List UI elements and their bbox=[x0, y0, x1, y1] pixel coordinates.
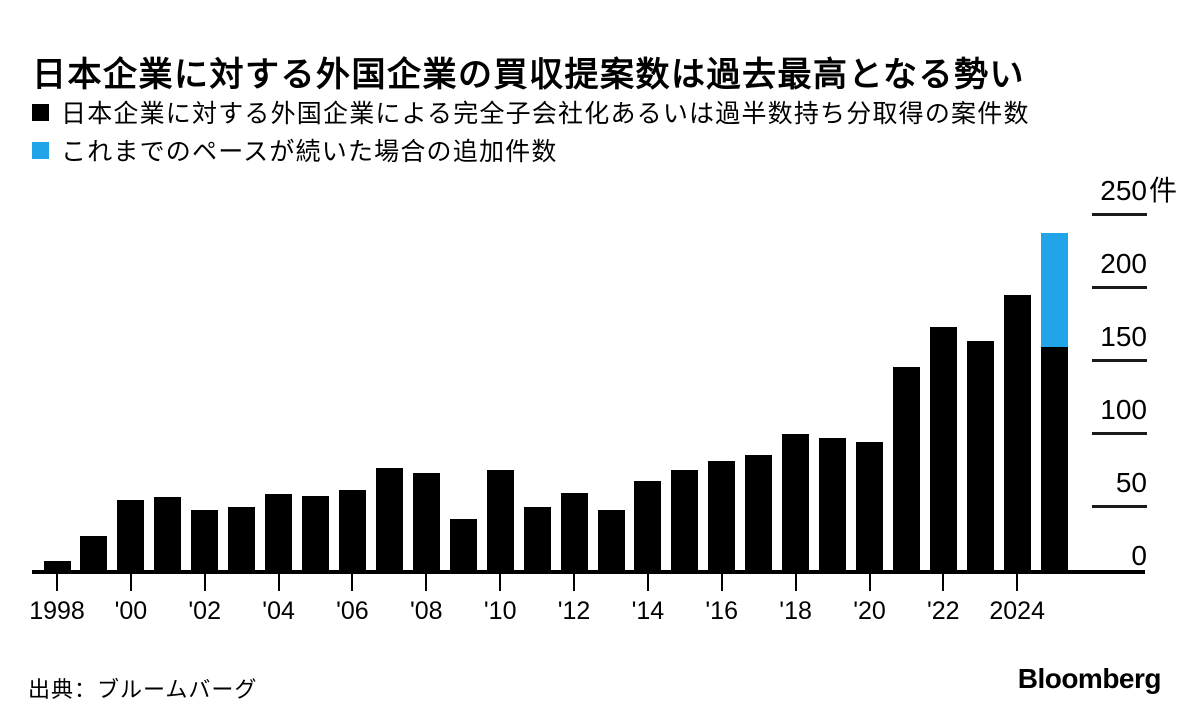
y-tick-value: 150 bbox=[1100, 320, 1147, 352]
x-tick-label-2018: '18 bbox=[779, 597, 812, 625]
x-tick-2000 bbox=[129, 574, 132, 591]
legend-item-projected: これまでのペースが続いた場合の追加件数 bbox=[32, 137, 1030, 175]
bar-2010-actual bbox=[486, 469, 514, 574]
y-tick-dash-250 bbox=[1092, 213, 1147, 216]
bar-2025-projected bbox=[1040, 232, 1068, 347]
bar-2002-actual bbox=[191, 510, 219, 574]
bar-2009-actual bbox=[449, 519, 477, 574]
bar-2005-actual bbox=[302, 495, 329, 574]
y-tick-dash-150 bbox=[1092, 358, 1147, 362]
bar-2008-actual bbox=[412, 472, 440, 574]
bar-2024-actual bbox=[1003, 294, 1031, 574]
y-tick-value: 200 bbox=[1100, 247, 1147, 279]
bar-2000-actual bbox=[117, 500, 145, 574]
bar-1998-actual bbox=[43, 561, 71, 574]
x-tick-label-2004: '04 bbox=[262, 597, 295, 625]
x-tick-label-1998: 1998 bbox=[29, 597, 85, 625]
x-tick-label-2020: '20 bbox=[853, 597, 886, 625]
y-tick-value: 50 bbox=[1115, 466, 1147, 498]
bar-2023-actual bbox=[966, 341, 994, 574]
bar-2025-actual bbox=[1040, 346, 1068, 574]
y-tick-value: 250 bbox=[1100, 175, 1147, 206]
y-tick-label-0: 0 bbox=[997, 539, 1147, 571]
bar-2006-actual bbox=[338, 490, 366, 574]
x-tick-2022 bbox=[942, 574, 945, 591]
x-tick-2006 bbox=[351, 574, 354, 591]
legend-label-projected: これまでのペースが続いた場合の追加件数 bbox=[61, 138, 558, 166]
chart-title: 日本企業に対する外国企業の買収提案数は過去最高となる勢い bbox=[32, 55, 1025, 94]
bar-2012-actual bbox=[560, 493, 588, 574]
y-tick-value: 0 bbox=[1131, 539, 1147, 571]
x-axis-line bbox=[32, 570, 1145, 574]
y-tick-dash-100 bbox=[1092, 431, 1147, 435]
x-tick-label-2010: '10 bbox=[483, 597, 517, 625]
legend-item-actual: 日本企業に対する外国企業による完全子会社化あるいは過半数持ち分取得の案件数 bbox=[32, 99, 1030, 137]
legend-label-actual: 日本企業に対する外国企業による完全子会社化あるいは過半数持ち分取得の案件数 bbox=[61, 100, 1030, 128]
bloomberg-logo: Bloomberg bbox=[1017, 663, 1162, 694]
bar-1999-actual bbox=[80, 536, 108, 574]
bar-2017-actual bbox=[745, 455, 773, 574]
source-note: 出典：ブルームバーグ bbox=[28, 677, 258, 702]
y-tick-dash-50 bbox=[1092, 504, 1147, 508]
y-tick-label-150: 150 bbox=[997, 320, 1147, 352]
bar-2020-actual bbox=[856, 442, 883, 574]
x-tick-1998 bbox=[56, 574, 58, 591]
y-tick-value: 100 bbox=[1100, 393, 1147, 425]
x-tick-2010 bbox=[499, 574, 502, 591]
legend-swatch-actual-icon bbox=[32, 104, 49, 121]
y-tick-label-50: 50 bbox=[997, 466, 1147, 498]
y-tick-label-250: 250 件 bbox=[997, 175, 1177, 206]
x-tick-label-2002: '02 bbox=[188, 597, 221, 625]
bar-2004-actual bbox=[265, 494, 293, 574]
bar-2022-actual bbox=[929, 326, 957, 574]
bar-2014-actual bbox=[634, 481, 662, 574]
legend-swatch-projected-icon bbox=[32, 142, 49, 159]
x-tick-label-2008: '08 bbox=[410, 597, 443, 625]
bar-2015-actual bbox=[671, 469, 699, 574]
y-tick-label-100: 100 bbox=[997, 393, 1147, 425]
bar-2003-actual bbox=[228, 507, 256, 574]
bar-2007-actual bbox=[375, 468, 403, 574]
x-tick-label-2024: 2024 bbox=[989, 597, 1045, 625]
bar-2021-actual bbox=[892, 367, 920, 574]
bar-2019-actual bbox=[819, 438, 846, 574]
x-tick-2020 bbox=[868, 574, 871, 591]
bar-2018-actual bbox=[782, 433, 810, 574]
bar-2001-actual bbox=[154, 497, 182, 574]
x-tick-2004 bbox=[277, 574, 280, 591]
x-tick-label-2000: '00 bbox=[114, 597, 148, 625]
x-tick-label-2012: '12 bbox=[557, 597, 591, 625]
bar-2016-actual bbox=[708, 461, 736, 574]
x-tick-2024 bbox=[1016, 574, 1019, 591]
y-tick-dash-200 bbox=[1092, 285, 1147, 289]
bar-2011-actual bbox=[523, 507, 551, 574]
bar-2013-actual bbox=[597, 510, 625, 574]
legend: 日本企業に対する外国企業による完全子会社化あるいは過半数持ち分取得の案件数 これ… bbox=[32, 99, 1030, 175]
y-tick-label-200: 200 bbox=[997, 247, 1147, 279]
x-tick-label-2006: '06 bbox=[336, 597, 369, 625]
x-tick-2002 bbox=[203, 574, 206, 591]
y-axis-unit: 件 bbox=[1149, 175, 1178, 206]
x-tick-2008 bbox=[425, 574, 428, 591]
x-tick-label-2022: '22 bbox=[927, 597, 960, 625]
x-tick-2016 bbox=[720, 574, 723, 591]
x-tick-2012 bbox=[573, 574, 575, 591]
x-tick-label-2014: '14 bbox=[631, 597, 665, 625]
x-tick-2014 bbox=[646, 574, 649, 591]
x-tick-label-2016: '16 bbox=[705, 597, 738, 625]
x-tick-2018 bbox=[794, 574, 797, 591]
